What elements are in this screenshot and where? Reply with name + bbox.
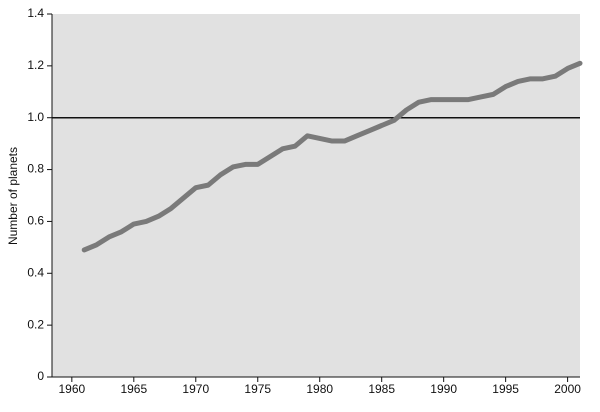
x-tick-label: 1985 (368, 382, 395, 396)
plot-background (52, 14, 580, 377)
data-line (81, 60, 583, 253)
y-tick-label: 0 (37, 369, 44, 383)
y-axis-label: Number of planets (6, 147, 20, 245)
x-tick-label: 1995 (492, 382, 519, 396)
y-tick-label: 1.2 (27, 58, 44, 72)
x-tick-label: 1970 (182, 382, 209, 396)
y-tick-label: 0.4 (27, 265, 44, 279)
y-tick-label: 0.6 (27, 214, 44, 228)
x-tick-label: 1975 (244, 382, 271, 396)
y-tick-label: 0.2 (27, 317, 44, 331)
y-tick-label: 1.0 (27, 110, 44, 124)
x-tick-label: 2000 (554, 382, 581, 396)
x-tick-label: 1960 (58, 382, 85, 396)
x-tick-label: 1990 (430, 382, 457, 396)
x-tick-label: 1980 (306, 382, 333, 396)
y-tick-label: 0.8 (27, 162, 44, 176)
x-tick-label: 1965 (120, 382, 147, 396)
y-tick-label: 1.4 (27, 6, 44, 20)
